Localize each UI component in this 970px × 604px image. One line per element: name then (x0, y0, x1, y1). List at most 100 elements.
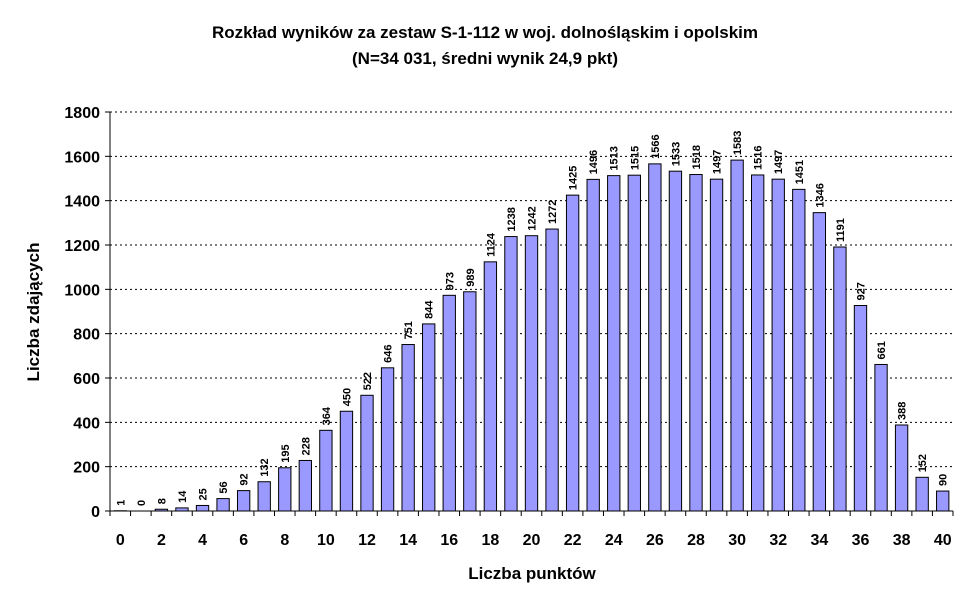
bar (709, 178, 724, 512)
bar (504, 236, 518, 512)
data-label: 989 (465, 268, 477, 286)
data-label: 522 (362, 372, 374, 390)
data-label: 661 (876, 341, 888, 359)
bar (236, 490, 251, 512)
x-tick-label: 6 (239, 532, 248, 549)
bar (195, 504, 210, 512)
x-tick-label: 14 (399, 532, 417, 549)
bar (792, 188, 806, 512)
y-tick-label: 1000 (64, 282, 100, 299)
data-label: 1497 (712, 150, 724, 174)
x-tick-label: 40 (934, 532, 952, 549)
bar (216, 498, 230, 512)
data-label: 973 (444, 272, 456, 290)
data-label: 1 (115, 500, 127, 506)
x-tick-label: 18 (481, 532, 499, 549)
bar (319, 429, 333, 512)
bar (833, 246, 847, 512)
y-tick-label: 200 (73, 460, 100, 477)
y-tick-label: 400 (73, 415, 100, 432)
bar (689, 174, 703, 512)
bar (360, 394, 374, 512)
bar (627, 174, 641, 512)
bar (524, 235, 539, 512)
x-tick-label: 12 (358, 532, 376, 549)
data-label: 844 (424, 300, 436, 319)
data-label: 1346 (814, 183, 826, 207)
data-label: 1124 (485, 232, 497, 257)
bar (751, 174, 765, 512)
x-tick-label: 0 (116, 532, 125, 549)
bar (298, 459, 312, 512)
data-label: 90 (938, 474, 950, 486)
x-tick-label: 32 (769, 532, 787, 549)
data-label: 364 (321, 406, 333, 425)
bar (936, 490, 950, 512)
bar (401, 344, 415, 512)
bar (771, 178, 785, 512)
bar (483, 261, 498, 512)
data-label: 1497 (773, 150, 785, 174)
x-tick-label: 2 (157, 532, 166, 549)
y-tick-label: 1400 (64, 194, 100, 211)
data-label: 92 (239, 473, 251, 485)
chart-title: Rozkład wyników za zestaw S-1-112 w woj.… (212, 23, 758, 42)
data-label: 927 (855, 282, 867, 300)
bar (668, 170, 683, 512)
data-label: 1238 (506, 207, 518, 231)
x-tick-label: 28 (687, 532, 705, 549)
bar (257, 481, 271, 512)
data-label: 751 (403, 321, 415, 339)
bar (545, 228, 559, 512)
data-label: 450 (341, 388, 353, 406)
y-tick-label: 1600 (64, 149, 100, 166)
data-label: 388 (897, 402, 909, 420)
data-label: 1513 (609, 146, 621, 170)
data-label: 152 (917, 454, 929, 472)
x-tick-label: 16 (440, 532, 458, 549)
bar (278, 467, 292, 512)
data-label: 132 (259, 458, 271, 476)
bar (874, 363, 888, 512)
data-label: 1425 (568, 166, 580, 190)
data-label: 1583 (732, 131, 744, 155)
bar (463, 291, 477, 512)
data-label: 1515 (629, 146, 641, 170)
x-tick-label: 8 (280, 532, 289, 549)
y-axis-label: Liczba zdających (24, 243, 43, 382)
x-tick-label: 10 (317, 532, 335, 549)
y-tick-label: 1200 (64, 238, 100, 255)
bar (565, 194, 580, 512)
data-label: 14 (177, 490, 189, 503)
data-label: 1516 (753, 145, 765, 169)
bar (648, 163, 662, 512)
bar (730, 159, 744, 512)
y-tick-labels: 0 200 400 600 800 1000 1200 1400 1600 1800 (64, 105, 100, 521)
bar (380, 367, 395, 512)
bar (812, 212, 827, 512)
y-tick-label: 0 (91, 504, 100, 521)
data-label: 195 (280, 444, 292, 462)
y-tick-label: 600 (73, 371, 100, 388)
data-label: 1451 (794, 160, 806, 184)
data-label: 1191 (835, 218, 847, 242)
bar (422, 323, 436, 512)
data-label: 228 (300, 437, 312, 455)
x-tick-label: 20 (523, 532, 541, 549)
x-tick-label: 36 (852, 532, 870, 549)
x-tick-label: 26 (646, 532, 664, 549)
x-tick-label: 30 (728, 532, 746, 549)
x-tick-labels: 0 2 4 6 8 10 12 14 16 18 20 22 24 26 28 30 32 34 36 38 40 (116, 532, 952, 549)
data-label: 8 (156, 498, 168, 504)
data-label: 1518 (691, 145, 703, 169)
y-tick-label: 1800 (64, 105, 100, 122)
data-label: 25 (198, 488, 210, 500)
data-label: 56 (218, 481, 230, 493)
bar (853, 305, 868, 512)
x-tick-label: 34 (810, 532, 828, 549)
x-tick-label: 22 (564, 532, 582, 549)
axes-group (105, 111, 954, 516)
x-tick-label: 24 (605, 532, 623, 549)
